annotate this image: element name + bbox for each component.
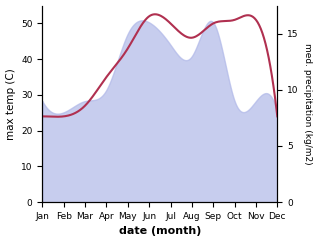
- Y-axis label: max temp (C): max temp (C): [5, 68, 16, 140]
- Y-axis label: med. precipitation (kg/m2): med. precipitation (kg/m2): [303, 43, 313, 165]
- X-axis label: date (month): date (month): [119, 227, 201, 236]
